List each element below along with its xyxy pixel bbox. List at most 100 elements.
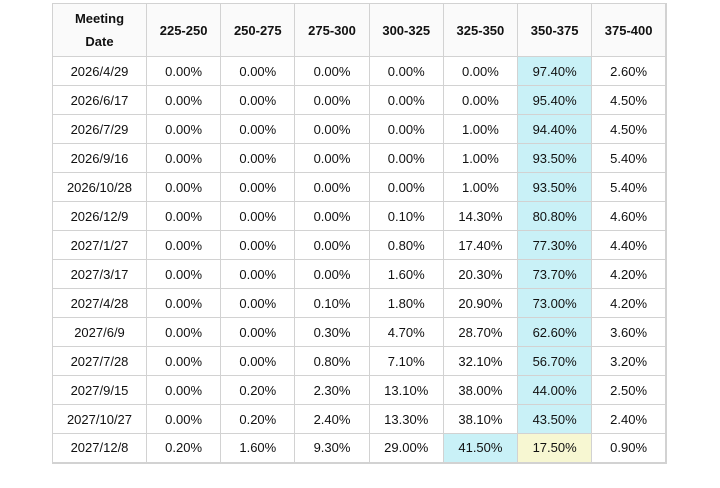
probability-cell: 4.40% bbox=[591, 230, 667, 260]
table-row: 2026/4/29 0.00% 0.00% 0.00% 0.00% 0.00% 97.40%… bbox=[52, 56, 667, 86]
probability-cell: 0.00% bbox=[368, 143, 444, 173]
table-row: 2027/12/8 0.20% 1.60% 9.30% 29.00% 41.50% 17.5… bbox=[52, 433, 667, 463]
header-rate-range: 225-250 bbox=[145, 3, 222, 57]
probability-cell: 0.00% bbox=[145, 85, 222, 115]
meeting-date-cell: 2027/9/15 bbox=[52, 375, 147, 405]
probability-cell: 0.00% bbox=[220, 259, 296, 289]
header-rate-range: 350-375 bbox=[517, 3, 593, 57]
probability-cell: 38.10% bbox=[442, 404, 519, 434]
probability-cell: 0.00% bbox=[145, 143, 222, 173]
table-row: 2027/4/28 0.00% 0.00% 0.10% 1.80% 20.90% 73.00… bbox=[52, 288, 667, 318]
probability-cell: 0.00% bbox=[145, 375, 222, 405]
probability-cell: 0.00% bbox=[220, 346, 296, 376]
table-header: Meeting Date 225-250 250-275 275-300 300-32… bbox=[52, 3, 667, 57]
probability-cell: 0.20% bbox=[220, 375, 296, 405]
meeting-date-cell: 2027/4/28 bbox=[52, 288, 147, 318]
table-row: 2027/10/27 0.00% 0.20% 2.40% 13.30% 38.10% 43.… bbox=[52, 404, 667, 434]
meeting-date-cell: 2026/4/29 bbox=[52, 56, 147, 86]
probability-cell: 4.20% bbox=[591, 288, 667, 318]
probability-cell: 0.00% bbox=[368, 114, 444, 144]
meeting-date-cell: 2026/6/17 bbox=[52, 85, 147, 115]
table-row: 2026/9/16 0.00% 0.00% 0.00% 0.00% 1.00% 93.50%… bbox=[52, 143, 667, 173]
probability-cell: 62.60% bbox=[517, 317, 593, 347]
probability-cell: 7.10% bbox=[368, 346, 444, 376]
probability-cell: 32.10% bbox=[442, 346, 519, 376]
probability-cell: 94.40% bbox=[517, 114, 593, 144]
table-row: 2026/10/28 0.00% 0.00% 0.00% 0.00% 1.00% 93.50… bbox=[52, 172, 667, 202]
probability-cell: 0.80% bbox=[294, 346, 370, 376]
probability-cell: 0.00% bbox=[145, 230, 222, 260]
probability-cell: 4.60% bbox=[591, 201, 667, 231]
probability-cell: 0.00% bbox=[220, 201, 296, 231]
probability-cell: 1.60% bbox=[368, 259, 444, 289]
probability-cell: 41.50% bbox=[442, 433, 519, 463]
probability-cell: 0.00% bbox=[294, 114, 370, 144]
table-row: 2026/7/29 0.00% 0.00% 0.00% 0.00% 1.00% 94.40%… bbox=[52, 114, 667, 144]
probability-cell: 5.40% bbox=[591, 143, 667, 173]
probability-cell: 77.30% bbox=[517, 230, 593, 260]
probability-cell: 0.00% bbox=[220, 56, 296, 86]
probability-cell: 0.00% bbox=[442, 85, 519, 115]
probability-cell: 0.00% bbox=[294, 259, 370, 289]
probability-cell: 93.50% bbox=[517, 172, 593, 202]
probability-cell: 4.20% bbox=[591, 259, 667, 289]
table-row: 2026/6/17 0.00% 0.00% 0.00% 0.00% 0.00% 95.40%… bbox=[52, 85, 667, 115]
probability-cell: 1.80% bbox=[368, 288, 444, 318]
probability-cell: 20.30% bbox=[442, 259, 519, 289]
table-body: 2026/4/29 0.00% 0.00% 0.00% 0.00% 0.00% 97.40%… bbox=[52, 56, 667, 463]
meeting-date-cell: 2027/6/9 bbox=[52, 317, 147, 347]
probability-cell: 0.00% bbox=[145, 56, 222, 86]
meeting-date-cell: 2027/7/28 bbox=[52, 346, 147, 376]
probability-cell: 1.00% bbox=[442, 114, 519, 144]
header-meeting-date: Meeting Date bbox=[52, 3, 147, 57]
probability-cell: 4.50% bbox=[591, 114, 667, 144]
probability-cell: 0.00% bbox=[442, 56, 519, 86]
probability-cell: 0.00% bbox=[145, 172, 222, 202]
table-row: 2026/12/9 0.00% 0.00% 0.00% 0.10% 14.30% 80.80… bbox=[52, 201, 667, 231]
probability-cell: 0.00% bbox=[368, 172, 444, 202]
probability-cell: 0.00% bbox=[294, 56, 370, 86]
probability-cell: 1.00% bbox=[442, 143, 519, 173]
probability-cell: 0.20% bbox=[145, 433, 222, 463]
probability-cell: 1.60% bbox=[220, 433, 296, 463]
probability-cell: 44.00% bbox=[517, 375, 593, 405]
probability-cell: 0.00% bbox=[220, 288, 296, 318]
table-row: 2027/6/9 0.00% 0.00% 0.30% 4.70% 28.70% 62.60%… bbox=[52, 317, 667, 347]
probability-cell: 2.30% bbox=[294, 375, 370, 405]
meeting-date-cell: 2026/10/28 bbox=[52, 172, 147, 202]
probability-cell: 2.60% bbox=[591, 56, 667, 86]
probability-cell: 0.00% bbox=[145, 201, 222, 231]
probability-cell: 3.60% bbox=[591, 317, 667, 347]
probability-cell: 0.00% bbox=[220, 230, 296, 260]
probability-cell: 95.40% bbox=[517, 85, 593, 115]
probability-cell: 0.00% bbox=[220, 317, 296, 347]
probability-cell: 3.20% bbox=[591, 346, 667, 376]
probability-cell: 13.10% bbox=[368, 375, 444, 405]
table-row: 2027/3/17 0.00% 0.00% 0.00% 1.60% 20.30% 73.70… bbox=[52, 259, 667, 289]
probability-cell: 0.00% bbox=[294, 85, 370, 115]
probability-cell: 9.30% bbox=[294, 433, 370, 463]
probability-cell: 0.00% bbox=[145, 114, 222, 144]
table-row: 2027/9/15 0.00% 0.20% 2.30% 13.10% 38.00% 44.0… bbox=[52, 375, 667, 405]
probability-cell: 29.00% bbox=[368, 433, 444, 463]
table-row: 2027/1/27 0.00% 0.00% 0.00% 0.80% 17.40% 77.30… bbox=[52, 230, 667, 260]
probability-cell: 80.80% bbox=[517, 201, 593, 231]
probability-cell: 5.40% bbox=[591, 172, 667, 202]
probability-cell: 0.00% bbox=[220, 114, 296, 144]
probability-cell: 0.00% bbox=[145, 288, 222, 318]
probability-cell: 20.90% bbox=[442, 288, 519, 318]
probability-cell: 0.90% bbox=[591, 433, 667, 463]
probability-cell: 97.40% bbox=[517, 56, 593, 86]
probability-cell: 0.00% bbox=[220, 85, 296, 115]
header-rate-range: 325-350 bbox=[442, 3, 519, 57]
header-rate-range: 275-300 bbox=[294, 3, 370, 57]
probability-cell: 1.00% bbox=[442, 172, 519, 202]
probability-cell: 38.00% bbox=[442, 375, 519, 405]
probability-cell: 0.00% bbox=[294, 143, 370, 173]
rate-probability-table: Meeting Date 225-250 250-275 275-300 300-32… bbox=[52, 3, 667, 464]
probability-cell: 0.00% bbox=[294, 230, 370, 260]
probability-cell: 0.00% bbox=[294, 172, 370, 202]
probability-cell: 0.10% bbox=[294, 288, 370, 318]
probability-cell: 0.00% bbox=[368, 85, 444, 115]
